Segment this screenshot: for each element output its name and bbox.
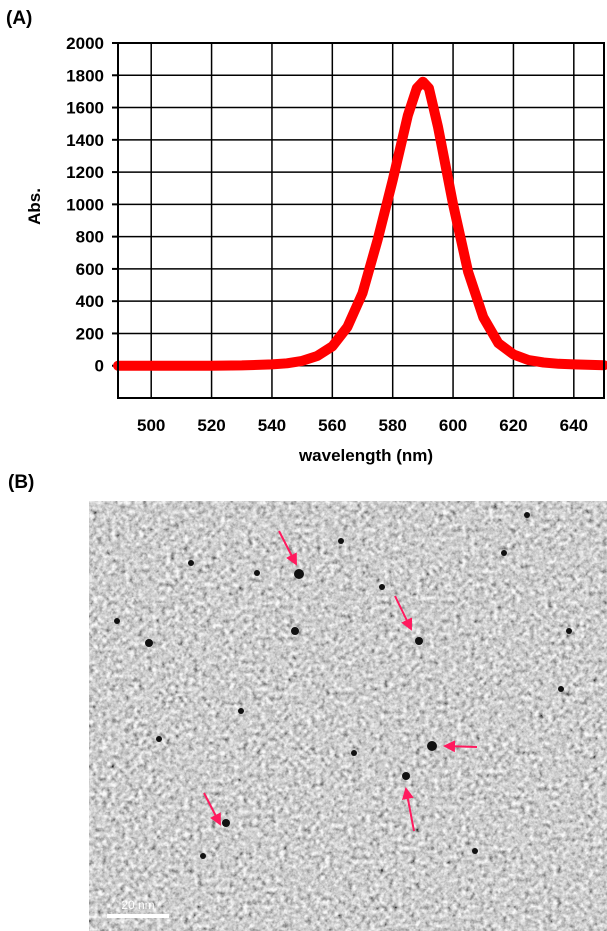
- y-axis-title: Abs.: [25, 188, 44, 225]
- y-tick-label: 1400: [66, 131, 104, 150]
- y-tick-label: 200: [76, 324, 104, 343]
- y-tick-label: 2000: [66, 34, 104, 53]
- x-tick-label: 600: [439, 416, 467, 435]
- scale-bar-label: 20 nm: [121, 898, 154, 912]
- absorbance-chart: 500 520 540 560 580 600 620 640 0 200 400 600 800 100…: [25, 34, 607, 465]
- annotation-arrows: [203, 530, 478, 832]
- nanoparticle-dots: [114, 512, 572, 859]
- chart-ticks: 500 520 540 560 580 600 620 640 0 200 400 600 800 100…: [66, 34, 588, 435]
- x-tick-label: 640: [560, 416, 588, 435]
- y-tick-label: 1800: [66, 66, 104, 85]
- x-axis-title: wavelength (nm): [298, 446, 433, 465]
- y-tick-label: 400: [76, 292, 104, 311]
- x-tick-label: 580: [379, 416, 407, 435]
- panel-a-label: (A): [6, 8, 33, 29]
- y-tick-label: 600: [76, 260, 104, 279]
- x-tick-label: 620: [499, 416, 527, 435]
- scale-bar: 20 nm: [107, 898, 169, 918]
- y-tick-label: 1200: [66, 163, 104, 182]
- y-tick-label: 1600: [66, 99, 104, 118]
- x-tick-label: 500: [137, 416, 165, 435]
- tem-micrograph: 20 nm: [89, 501, 607, 931]
- x-tick-label: 520: [197, 416, 225, 435]
- plot-frame: [117, 42, 605, 399]
- panel-b-label: (B): [8, 472, 35, 493]
- x-tick-label: 560: [318, 416, 346, 435]
- x-tick-label: 540: [258, 416, 286, 435]
- chart-grid: [118, 42, 604, 398]
- absorbance-curve: [113, 76, 607, 371]
- y-tick-label: 800: [76, 228, 104, 247]
- y-tick-label: 0: [95, 357, 104, 376]
- y-tick-label: 1000: [66, 195, 104, 214]
